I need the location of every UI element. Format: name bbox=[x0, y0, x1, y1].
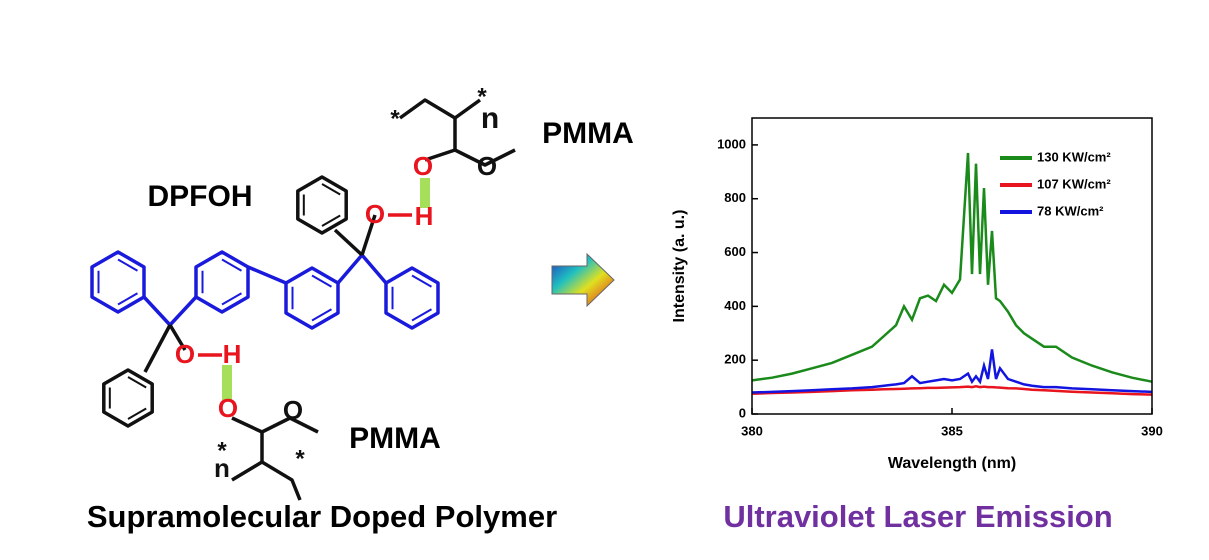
legend-label: 78 KW/cm² bbox=[1037, 203, 1104, 218]
y-tick-label: 400 bbox=[724, 298, 746, 313]
legend-label: 107 KW/cm² bbox=[1037, 176, 1111, 191]
y-tick-label: 1000 bbox=[717, 136, 746, 151]
atom-label: O bbox=[218, 393, 238, 423]
bond bbox=[247, 265, 287, 285]
y-tick-label: 800 bbox=[724, 190, 746, 205]
end-label: * bbox=[477, 83, 487, 110]
polymer-label: PMMA bbox=[349, 422, 441, 455]
bond bbox=[231, 460, 263, 482]
ring bbox=[194, 250, 250, 314]
legend-label: 130 KW/cm² bbox=[1037, 149, 1111, 164]
x-tick-label: 390 bbox=[1141, 423, 1163, 438]
series-line bbox=[751, 385, 1153, 396]
h-bond bbox=[222, 365, 232, 400]
bond bbox=[143, 324, 172, 373]
y-axis-label: Intensity (a. u.) bbox=[671, 210, 688, 323]
ring bbox=[90, 250, 146, 314]
ring bbox=[384, 266, 440, 330]
end-label: * bbox=[295, 445, 305, 472]
y-tick-label: 200 bbox=[724, 352, 746, 367]
ring bbox=[102, 368, 154, 428]
atom-label: O bbox=[365, 199, 385, 229]
atom-label: H bbox=[415, 201, 434, 231]
chart: 0 200 400 600 800 1000 380 385 390 Wavelength (nm… bbox=[671, 117, 1163, 472]
double-bond bbox=[411, 308, 432, 322]
y-tick-label: 0 bbox=[739, 405, 746, 420]
bond bbox=[398, 98, 457, 150]
repeat-label: n bbox=[214, 453, 230, 483]
atom-label: O bbox=[413, 151, 433, 181]
double-bond bbox=[117, 258, 138, 272]
x-axis-label: Wavelength (nm) bbox=[888, 455, 1016, 472]
double-bond bbox=[321, 214, 341, 227]
end-label: * bbox=[390, 105, 400, 132]
double-bond bbox=[221, 258, 242, 272]
double-bond bbox=[411, 274, 432, 288]
bond bbox=[333, 228, 364, 257]
caption: Supramolecular Doped Polymer bbox=[87, 499, 557, 534]
series-line bbox=[751, 152, 1153, 383]
double-bond bbox=[117, 292, 138, 306]
atom-label: O bbox=[477, 151, 497, 181]
double-bond bbox=[127, 376, 147, 389]
arrow bbox=[551, 252, 615, 308]
bond bbox=[424, 148, 516, 167]
bond bbox=[231, 416, 319, 434]
h-bond bbox=[420, 178, 430, 208]
y-tick-label: 600 bbox=[724, 244, 746, 259]
scheme bbox=[90, 98, 516, 501]
double-bond bbox=[321, 183, 341, 196]
x-tick-label: 385 bbox=[941, 423, 963, 438]
double-bond bbox=[311, 274, 332, 288]
double-bond bbox=[311, 308, 332, 322]
atom-label: O bbox=[175, 339, 195, 369]
atom-label: O bbox=[283, 395, 303, 425]
polymer-label: PMMA bbox=[542, 117, 634, 150]
bond bbox=[142, 295, 198, 327]
repeat-label: n bbox=[481, 102, 499, 135]
ring bbox=[284, 266, 340, 330]
bond bbox=[168, 324, 187, 351]
series-line bbox=[751, 349, 1153, 394]
bond bbox=[260, 432, 302, 501]
bond bbox=[336, 253, 388, 285]
molecule-label: DPFOH bbox=[148, 180, 253, 213]
bond bbox=[453, 98, 482, 120]
x-tick-label: 380 bbox=[741, 423, 763, 438]
double-bond bbox=[221, 292, 242, 306]
double-bond bbox=[127, 407, 147, 420]
end-label: * bbox=[217, 437, 227, 464]
ring bbox=[296, 175, 348, 235]
caption: Ultraviolet Laser Emission bbox=[723, 499, 1112, 534]
bond bbox=[360, 214, 377, 256]
atom-label: H bbox=[223, 339, 242, 369]
